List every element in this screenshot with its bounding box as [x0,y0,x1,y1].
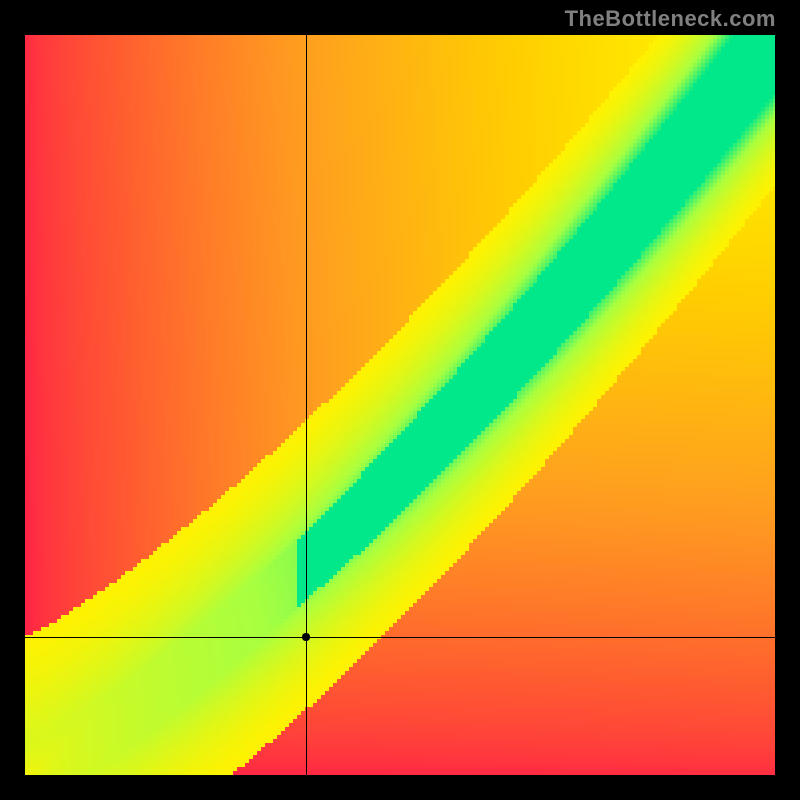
bottleneck-heatmap-canvas [25,35,775,775]
chart-container: TheBottleneck.com [0,0,800,800]
attribution-text: TheBottleneck.com [565,6,776,32]
